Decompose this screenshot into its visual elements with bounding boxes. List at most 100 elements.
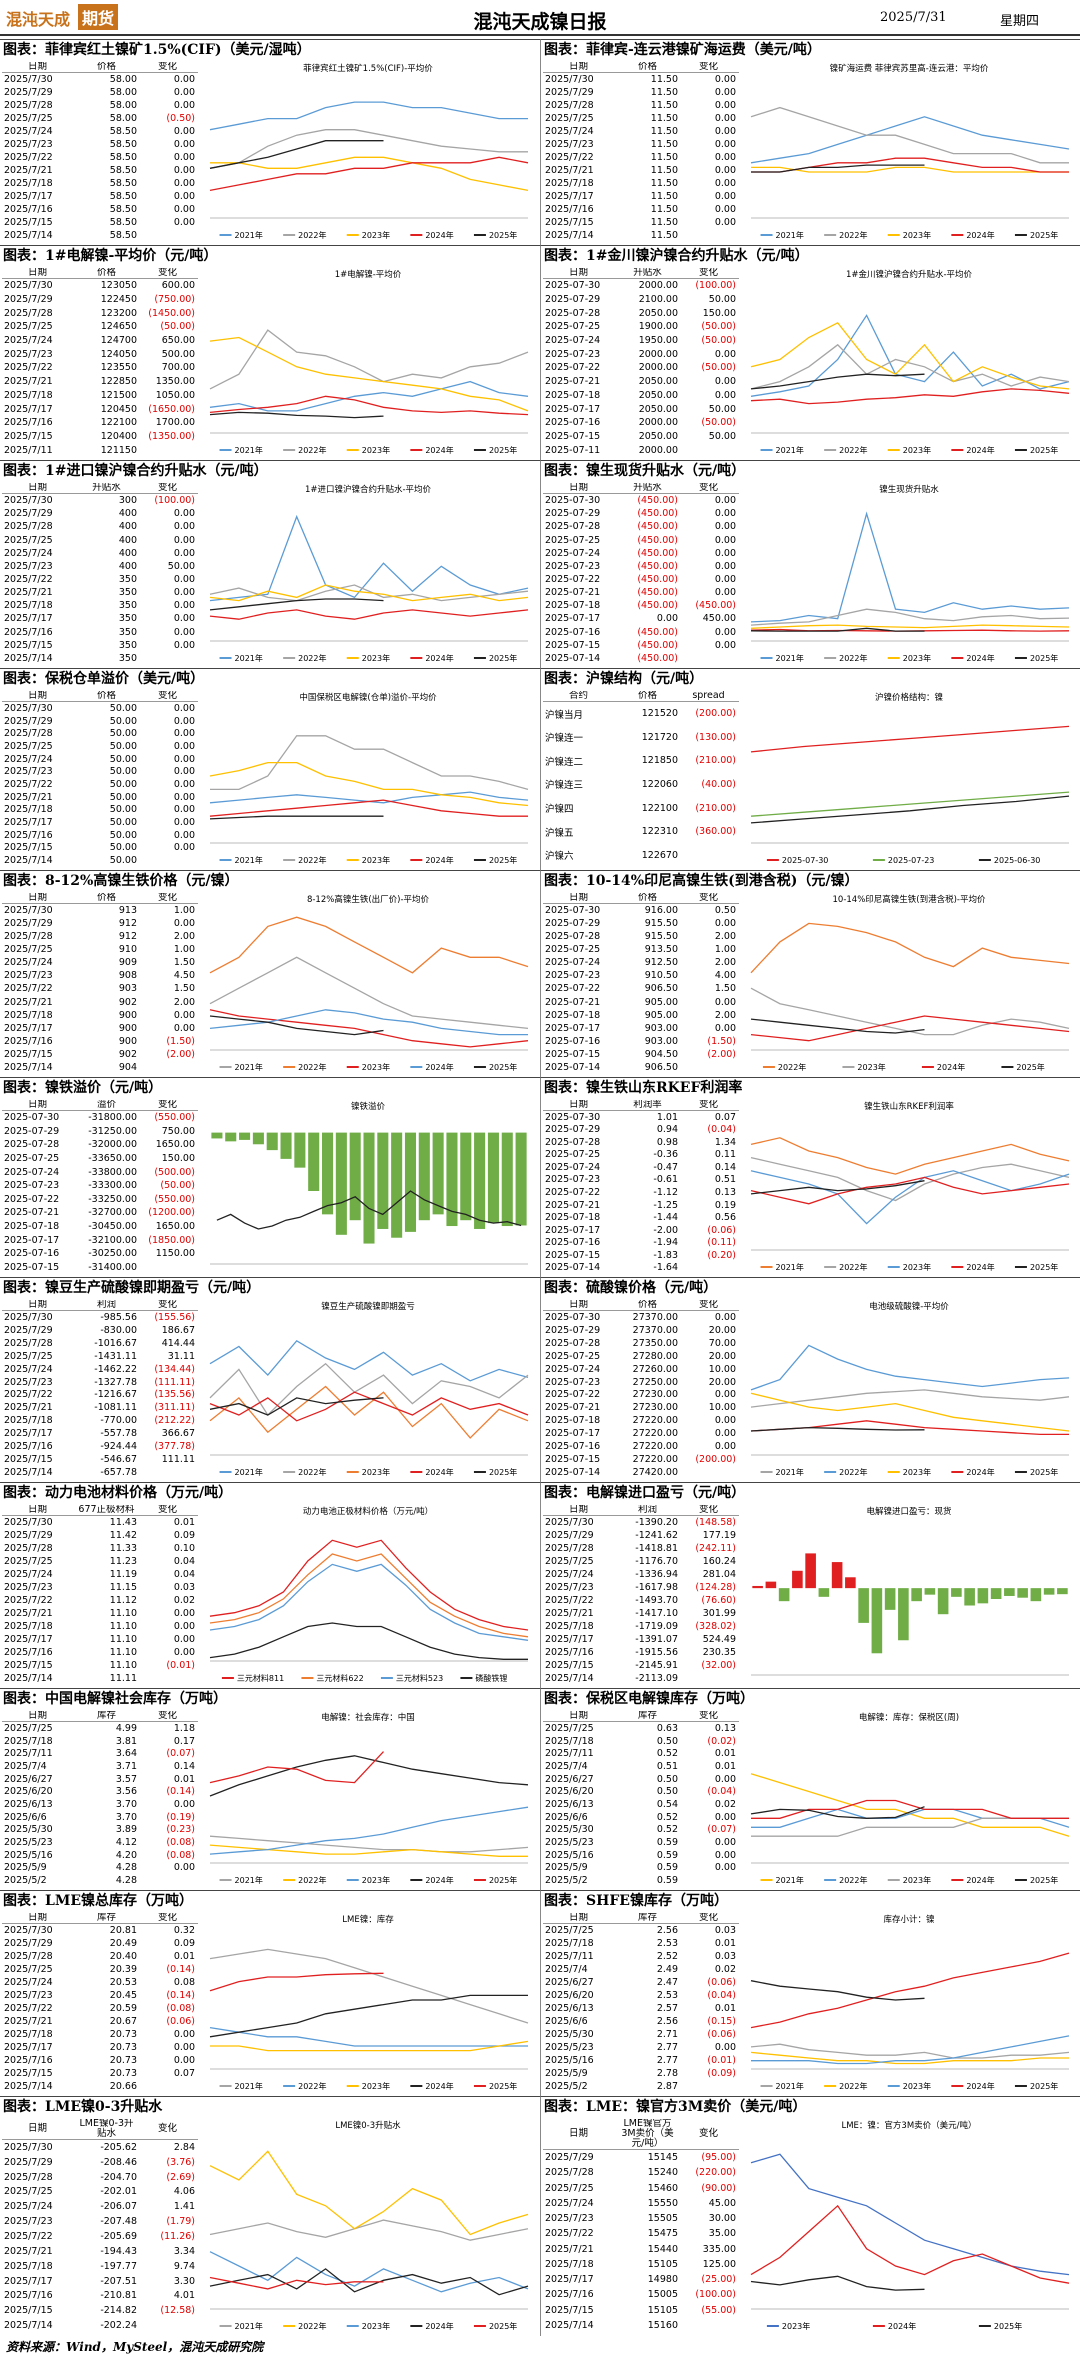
table-cell: 2025/5/23 xyxy=(545,1837,594,1849)
table-cell: 916.00 xyxy=(644,905,678,917)
table-cell: 0.14 xyxy=(714,1161,736,1173)
series-line xyxy=(209,1755,529,1797)
legend-label: 2024年 xyxy=(966,230,994,240)
table-cell: (1200.00) xyxy=(148,1207,195,1219)
table-cell: 0.00 xyxy=(173,613,195,625)
table-cell: 414.44 xyxy=(161,1337,195,1349)
table-cell: 2025/7/25 xyxy=(4,2186,53,2198)
table-cell: 4.12 xyxy=(115,1837,137,1849)
series-line xyxy=(209,1009,528,1036)
chart-title: 1#电解镍-平均价 xyxy=(335,269,402,280)
table-cell: 0.00 xyxy=(173,2041,195,2053)
legend-label: 2024年 xyxy=(966,1262,994,1272)
series-line xyxy=(209,609,529,620)
table-cell: 2025-07-21 xyxy=(4,1207,60,1219)
legend-label: 2025-07-23 xyxy=(888,856,935,865)
table-cell: 0.00 xyxy=(173,151,195,163)
table-cell: 2025/7/29 xyxy=(545,86,594,98)
table-cell: 2025/7/18 xyxy=(4,177,53,189)
table-cell: 2025/7/28 xyxy=(4,2171,53,2183)
series-line xyxy=(209,1994,528,2038)
series-line xyxy=(750,2275,925,2291)
table-cell: (450.00) xyxy=(637,495,678,507)
table-cell: 121520 xyxy=(641,708,678,720)
table-cell: 0.00 xyxy=(173,534,195,546)
table-cell: 0.00 xyxy=(173,190,195,202)
table-cell: 2025/7/15 xyxy=(4,216,53,228)
bar xyxy=(778,1588,790,1602)
series-line xyxy=(210,735,529,791)
table-cell: 58.00 xyxy=(109,112,137,124)
legend-label: 2023年 xyxy=(903,1875,931,1885)
table-cell: 906.50 xyxy=(644,1061,678,1073)
chart: 镍生现货升贴水 2021年 2022年 2023年 2024年 2025年 xyxy=(750,484,1070,663)
table-cell-empty xyxy=(681,1061,739,1074)
series-line xyxy=(209,584,529,602)
table-cell: 2025/7/30 xyxy=(4,1924,53,1936)
table-cell: -32100.00 xyxy=(88,1234,137,1246)
table-cell: 2025/7/29 xyxy=(545,1529,594,1541)
bar xyxy=(765,1581,777,1589)
chart-title: 电解镍：库存：保税区(周) xyxy=(859,1712,959,1723)
series-line xyxy=(209,2219,529,2241)
series-line xyxy=(209,1972,384,1992)
table-cell: 9.74 xyxy=(173,2260,195,2272)
legend-label: 2022年 xyxy=(839,1262,867,1272)
table-cell: 0.00 xyxy=(173,508,195,520)
table-cell: (200.00) xyxy=(695,1454,736,1466)
table-cell: 2025/7/30 xyxy=(4,2141,53,2153)
table-cell: 1.00 xyxy=(714,944,736,956)
table-cell: (3.76) xyxy=(166,2156,195,2168)
bar xyxy=(487,1132,499,1224)
series-line xyxy=(750,106,1069,164)
table-header: 变化 xyxy=(140,893,198,904)
legend-label: 2024年 xyxy=(425,1467,453,1477)
table-header: 变化 xyxy=(140,691,198,702)
table-cell: 0.50 xyxy=(656,1773,678,1785)
table-header: 价格 xyxy=(76,268,140,279)
table-cell: 0.00 xyxy=(173,177,195,189)
table-cell: (1.79) xyxy=(166,2216,195,2228)
table-cell: 2025-07-16 xyxy=(545,417,601,429)
table-cell: 15240 xyxy=(647,2167,678,2179)
legend-label: 2021年 xyxy=(776,445,804,455)
table-cell: 2025-07-14 xyxy=(545,1467,601,1479)
table-cell: 2025/5/16 xyxy=(545,1849,594,1861)
table-cell: 2025/6/27 xyxy=(545,1976,594,1988)
table-cell: 2025-07-28 xyxy=(545,307,601,319)
bar xyxy=(1030,1588,1042,1602)
table-cell: 2025-07-17 xyxy=(545,1428,601,1440)
table-cell: 2025/7/11 xyxy=(545,1748,594,1760)
table-cell: 11.50 xyxy=(650,164,678,176)
table-cell: 2025/7/17 xyxy=(4,190,53,202)
table-cell: 11.23 xyxy=(109,1555,137,1567)
table-cell: 2025/7/30 xyxy=(4,1516,53,1528)
series-line xyxy=(209,336,529,412)
table-cell: (450.00) xyxy=(637,560,678,572)
panel-title: 图表：电解镍进口盈亏（元/吨） xyxy=(544,1485,746,1501)
table-header: LME镍0-3升贴水 xyxy=(76,2119,140,2140)
table-header: 变化 xyxy=(140,1505,198,1516)
table-cell: (0.19) xyxy=(166,1811,195,1823)
table-cell: 2025/7/22 xyxy=(4,362,53,374)
table-cell: 2025/7/14 xyxy=(545,229,594,241)
table-header: 变化 xyxy=(140,268,198,279)
table-cell: 2025/7/16 xyxy=(545,1646,594,1658)
table-cell: 2025/7/24 xyxy=(4,1568,53,1580)
table-cell: 122060 xyxy=(641,778,678,790)
table-cell: -0.36 xyxy=(653,1149,678,1161)
table-cell: 0.00 xyxy=(173,1022,195,1034)
table-header: LME镍官方3M卖价（美元/吨） xyxy=(617,2119,681,2150)
data-table: 日期 LME镍官方3M卖价（美元/吨） 变化 2025/7/29 15145 (95.00… xyxy=(543,2119,739,2333)
legend-label: 2022年 xyxy=(298,1062,326,1072)
table-cell: 1650.00 xyxy=(155,1139,195,1151)
table-cell: 2025/7/28 xyxy=(545,99,594,111)
table-cell: 11.12 xyxy=(109,1594,137,1606)
bar xyxy=(515,1132,527,1226)
table-cell: 2025/7/23 xyxy=(4,2216,53,2228)
chart-title: 电解镍：社会库存：中国 xyxy=(321,1712,415,1723)
table-cell: 4.50 xyxy=(173,970,195,982)
legend-label: 2022年 xyxy=(839,230,867,240)
table-cell: 2025/6/27 xyxy=(545,1773,594,1785)
table-cell: 0.00 xyxy=(714,190,736,202)
